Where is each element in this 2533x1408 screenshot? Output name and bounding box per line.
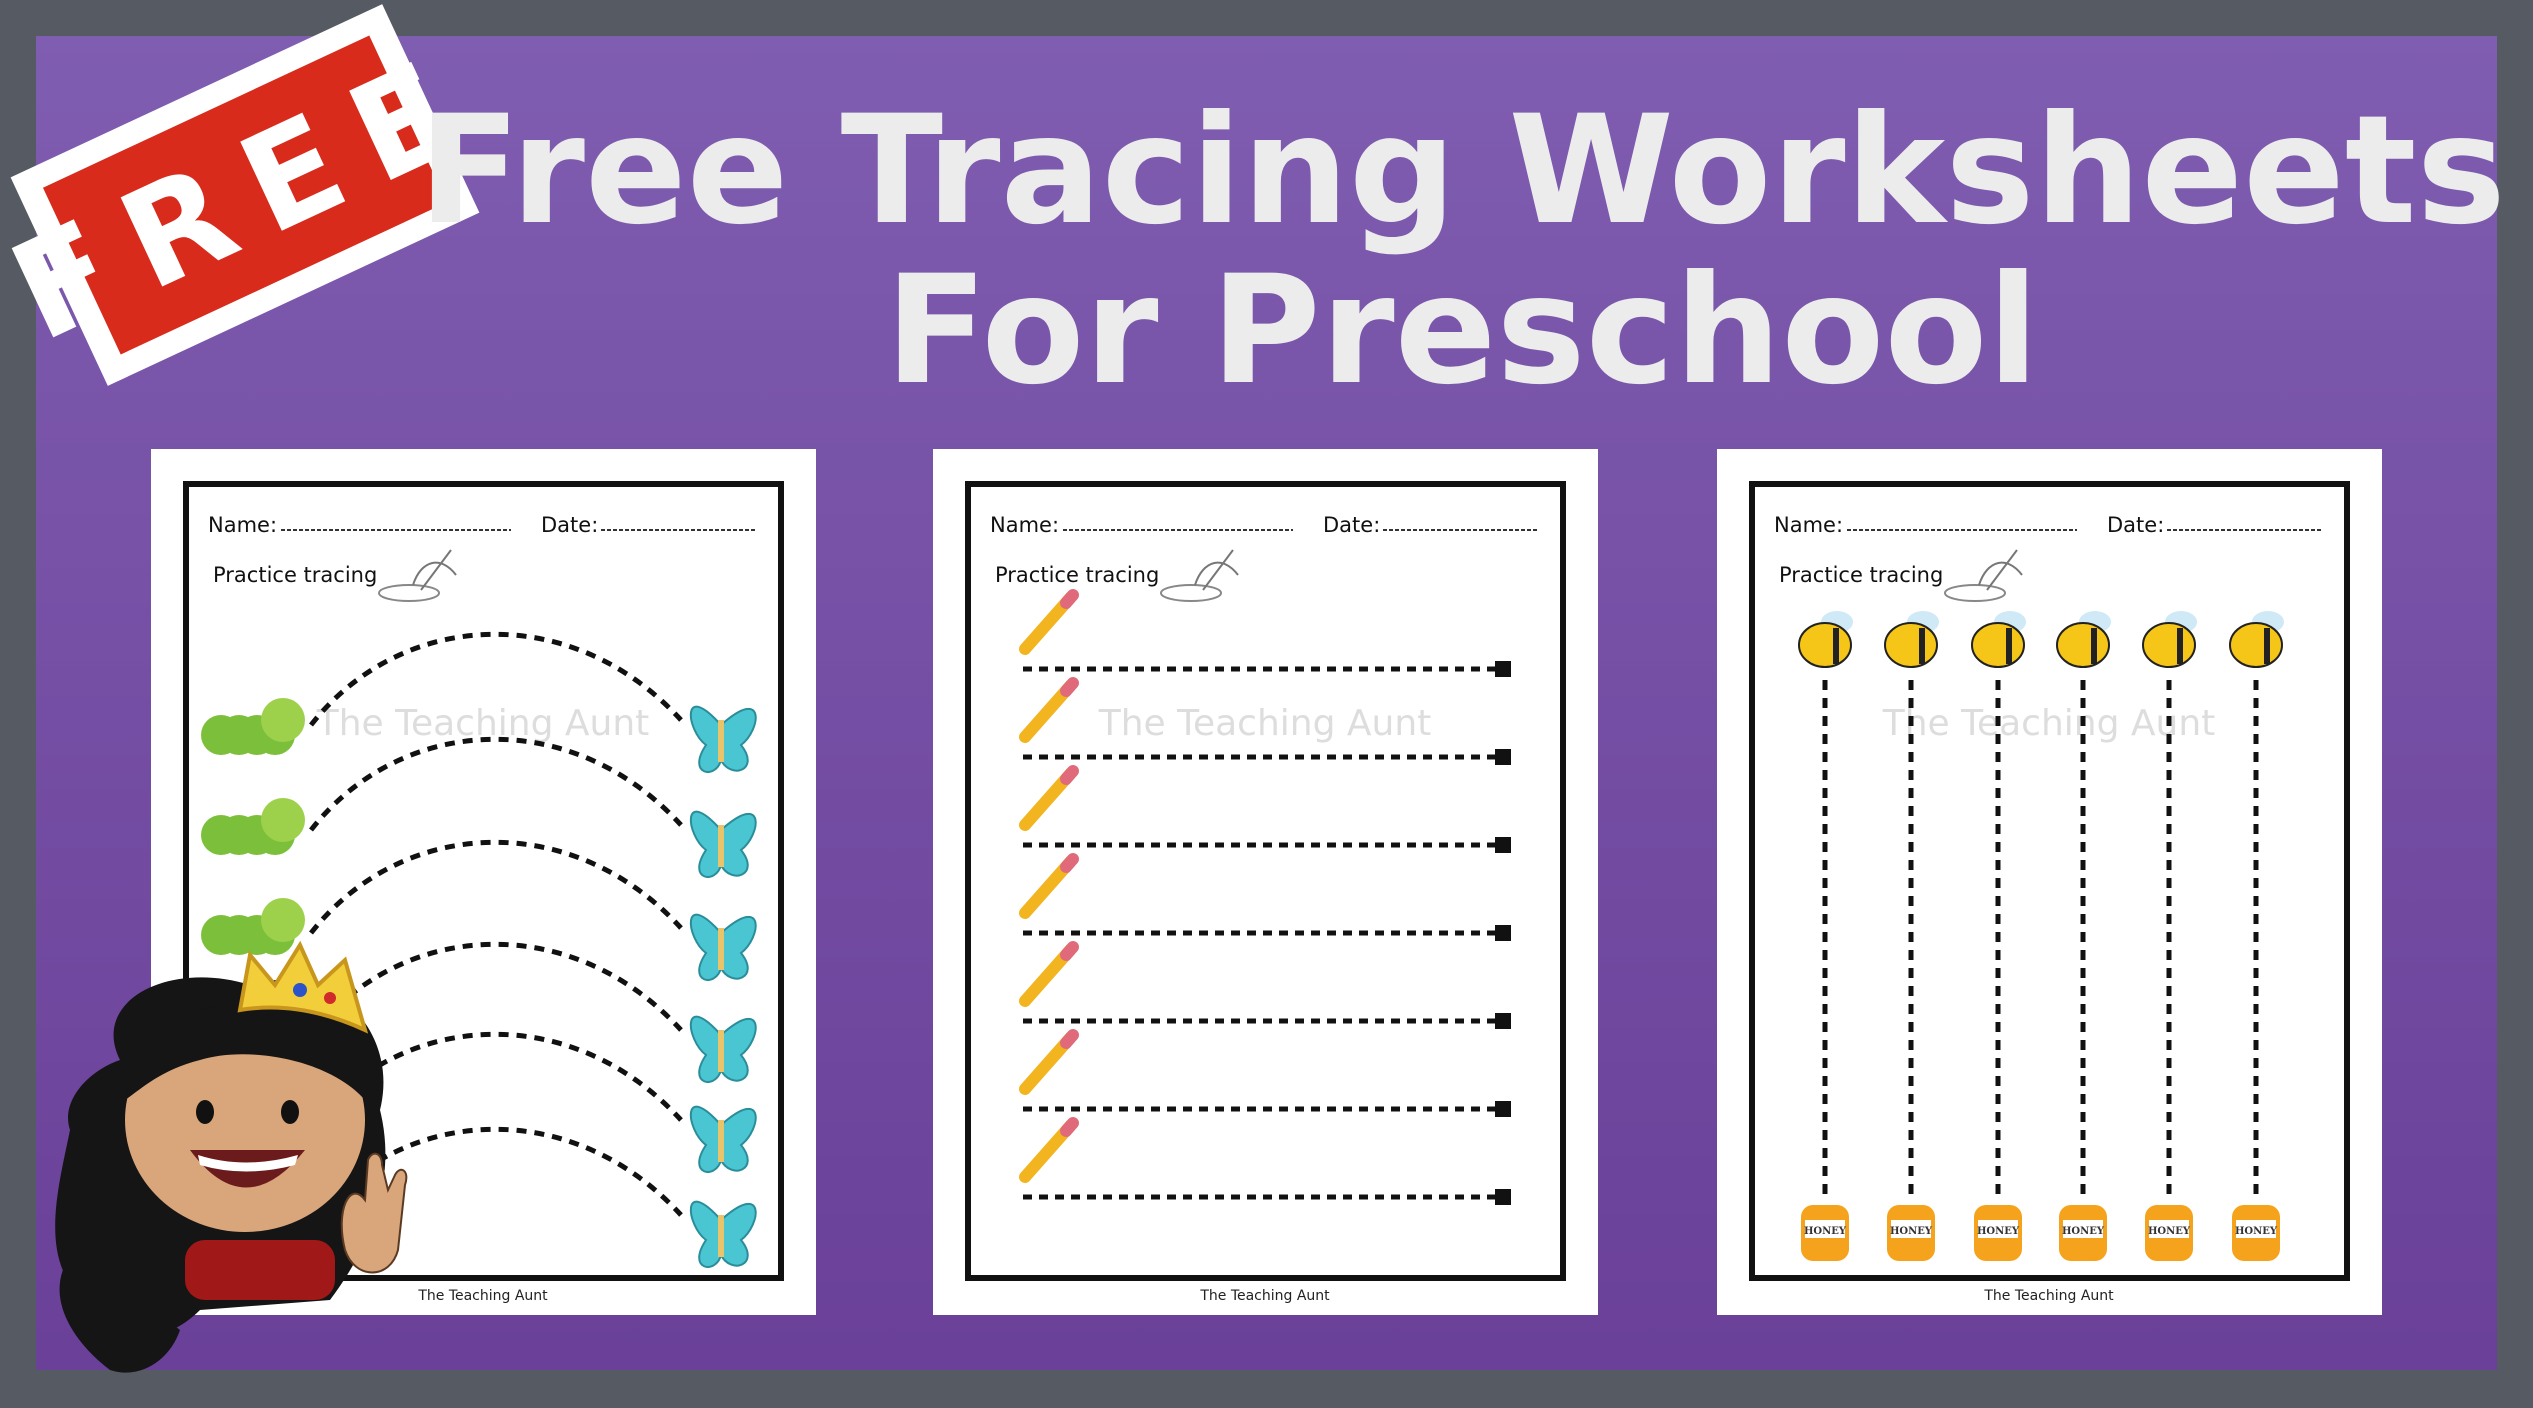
worksheet-card-2: Name: Date: Practice tracing The Teaching A… — [933, 449, 1598, 1315]
footer-credit: The Teaching Aunt — [417, 1288, 548, 1304]
name-label: Name: — [990, 513, 1059, 537]
line-end-marker — [1495, 1189, 1511, 1205]
line-end-marker — [1495, 1013, 1511, 1029]
bee-icon — [2056, 611, 2111, 668]
butterfly-icon — [689, 1105, 757, 1173]
butterfly-icon — [689, 810, 757, 878]
instruction-text: Practice tracing — [1779, 563, 1943, 587]
tracing-curve — [309, 839, 683, 935]
line-end-marker — [1495, 1101, 1511, 1117]
butterfly-icon — [689, 705, 757, 773]
butterfly-icon — [689, 1015, 757, 1083]
date-label: Date: — [541, 513, 598, 537]
hand-writing-icon — [1944, 549, 2023, 602]
honey-jar-icon: HONEY — [1887, 1205, 1935, 1261]
line-end-marker — [1495, 749, 1511, 765]
name-label: Name: — [208, 513, 277, 537]
worksheet-border — [1749, 481, 2350, 1281]
teaching-aunt-character — [55, 940, 408, 1373]
title-line-2: For Preschool — [885, 244, 2039, 418]
date-label: Date: — [1323, 513, 1380, 537]
bee-icon — [1798, 611, 1853, 668]
footer-credit: The Teaching Aunt — [1199, 1288, 1330, 1304]
honey-jar-label: HONEY — [1890, 1226, 1933, 1237]
honey-jar-label: HONEY — [1804, 1226, 1847, 1237]
tracing-curve — [309, 631, 683, 727]
footer-credit: The Teaching Aunt — [1983, 1288, 2114, 1304]
honey-jar-label: HONEY — [2235, 1226, 2278, 1237]
line-end-marker — [1495, 661, 1511, 677]
caterpillar-icon — [201, 898, 305, 955]
honey-jar-icon: HONEY — [1974, 1205, 2022, 1261]
tracing-curve — [309, 736, 683, 832]
red-shirt — [185, 1240, 335, 1300]
watermark: The Teaching Aunt — [1098, 703, 1432, 744]
instruction-text: Practice tracing — [213, 563, 377, 587]
bangs — [125, 1001, 366, 1100]
worksheet-page — [1717, 449, 2382, 1315]
name-label: Name: — [1774, 513, 1843, 537]
hand — [340, 1152, 408, 1274]
bee-icon — [2229, 611, 2284, 668]
honey-jar-icon: HONEY — [2232, 1205, 2280, 1261]
title-line-1: Free Tracing Worksheets — [418, 84, 2506, 258]
butterfly-icon — [689, 913, 757, 981]
date-label: Date: — [2107, 513, 2164, 537]
worksheet-border — [965, 481, 1566, 1281]
hand-writing-icon — [1160, 549, 1239, 602]
bee-icon — [2142, 611, 2197, 668]
honey-jar-icon: HONEY — [1801, 1205, 1849, 1261]
honey-jar-label: HONEY — [1977, 1226, 2020, 1237]
worksheet-card-3: Name: Date: Practice tracing The Teaching A… — [1717, 449, 2382, 1315]
honey-jar-icon: HONEY — [2145, 1205, 2193, 1261]
honey-jar-label: HONEY — [2062, 1226, 2105, 1237]
bee-icon — [1884, 611, 1939, 668]
worksheet-page — [933, 449, 1598, 1315]
line-end-marker — [1495, 925, 1511, 941]
butterfly-icon — [689, 1200, 757, 1268]
worksheet-border — [183, 481, 784, 1281]
caterpillar-icon — [201, 698, 305, 755]
watermark: The Teaching Aunt — [1882, 703, 2216, 744]
line-end-marker — [1495, 837, 1511, 853]
honey-jar-icon: HONEY — [2059, 1205, 2107, 1261]
honey-jar-label: HONEY — [2148, 1226, 2191, 1237]
hand-writing-icon — [378, 549, 457, 602]
caterpillar-icon — [201, 798, 305, 855]
bee-icon — [1971, 611, 2026, 668]
instruction-text: Practice tracing — [995, 563, 1159, 587]
